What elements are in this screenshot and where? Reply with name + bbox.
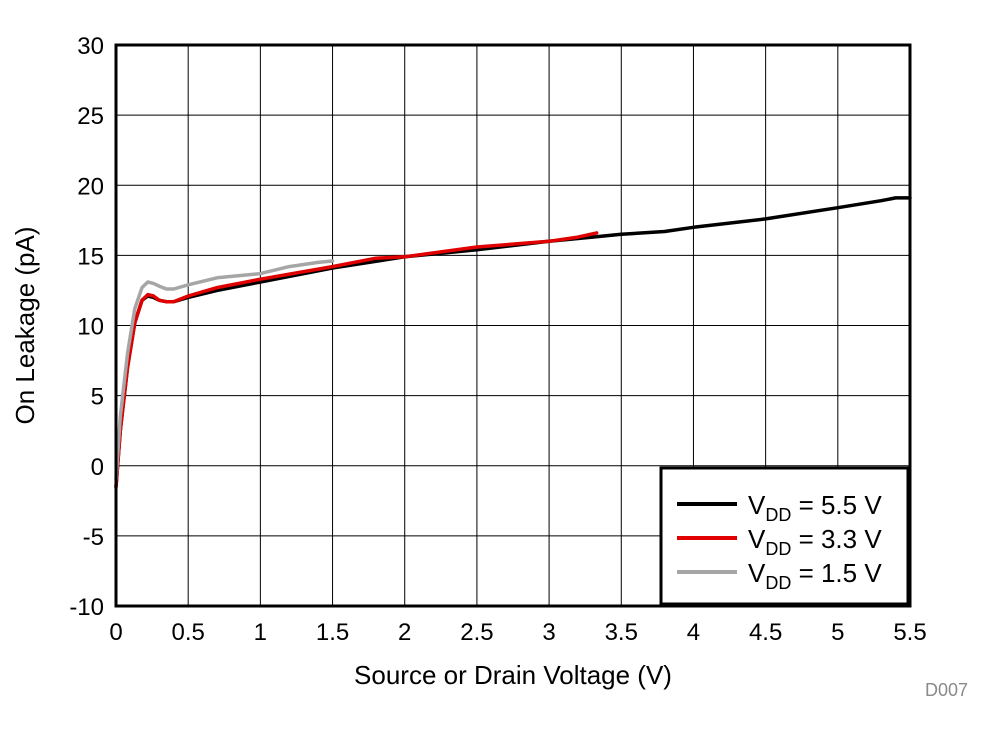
x-tick-label: 0 <box>109 619 122 646</box>
series-line <box>114 259 335 482</box>
x-tick-label: 5.5 <box>893 619 926 646</box>
x-tick-label: 5 <box>831 619 844 646</box>
y-tick-label: 25 <box>77 103 104 130</box>
plot-frame <box>114 43 912 608</box>
y-tick-label: 10 <box>77 314 104 341</box>
y-tick-label: 20 <box>77 173 104 200</box>
x-tick-label: 0.5 <box>171 619 204 646</box>
series-lines <box>114 196 912 489</box>
y-axis-title: On Leakage (pA) <box>10 226 40 424</box>
x-tick-label: 1.5 <box>316 619 349 646</box>
y-tick-labels: -10 -5 0 5 10 15 20 25 30 <box>69 33 104 621</box>
y-tick-label: -10 <box>69 594 104 621</box>
x-tick-labels: 0 0.5 1 1.5 2 2.5 3 3.5 4 4.5 5 5.5 <box>109 619 926 646</box>
series-line <box>114 231 599 489</box>
x-tick-label: 1 <box>254 619 267 646</box>
y-tick-label: -5 <box>83 524 104 551</box>
y-tick-label: 5 <box>91 384 104 411</box>
x-tick-label: 3.5 <box>605 619 638 646</box>
legend-label: VDD = 5.5 V <box>748 490 882 525</box>
y-tick-label: 30 <box>77 33 104 60</box>
legend-label: VDD = 3.3 V <box>748 524 882 559</box>
x-tick-label: 2 <box>398 619 411 646</box>
x-tick-label: 4 <box>687 619 700 646</box>
x-tick-label: 3 <box>542 619 555 646</box>
y-tick-label: 15 <box>77 243 104 270</box>
x-tick-label: 2.5 <box>460 619 493 646</box>
legend-label: VDD = 1.5 V <box>748 558 882 593</box>
x-tick-label: 4.5 <box>749 619 782 646</box>
y-tick-label: 0 <box>91 454 104 481</box>
figure-id: D007 <box>925 680 968 700</box>
x-axis-title: Source or Drain Voltage (V) <box>354 660 672 690</box>
